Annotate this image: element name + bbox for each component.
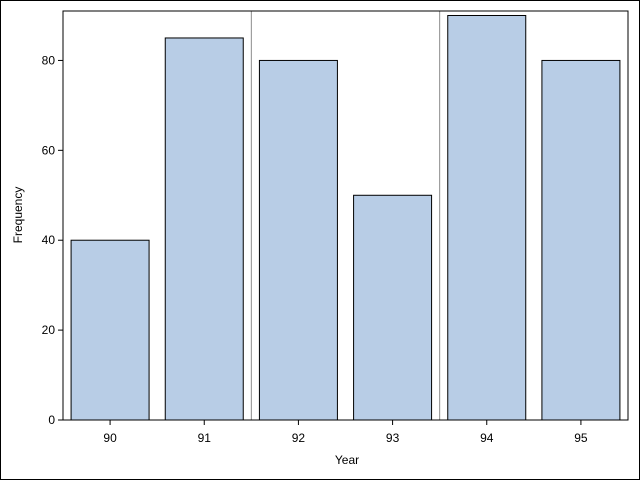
bar-92 [258,59,338,421]
bars [70,14,621,421]
x-tick-label-93: 93 [386,431,400,445]
y-tick-label-20: 20 [42,323,56,337]
y-tick-label-0: 0 [48,413,55,427]
x-tick-label-95: 95 [574,431,588,445]
y-axis-ticks: 0 20 40 60 80 [42,53,63,427]
x-tick-label-92: 92 [292,431,306,445]
bar-94 [447,14,527,421]
x-tick-label-91: 91 [198,431,212,445]
reference-lines [250,11,441,420]
x-tick-label-94: 94 [480,431,494,445]
y-tick-label-60: 60 [42,143,56,157]
y-tick-label-80: 80 [42,53,56,67]
y-tick-label-40: 40 [42,233,56,247]
bar-93 [353,194,433,421]
bar-90 [70,239,150,421]
bar-95 [541,59,621,421]
x-axis-ticks: 90 91 92 93 94 95 [103,420,588,445]
y-axis-label: Frequency [11,187,25,244]
x-tick-label-90: 90 [103,431,117,445]
x-axis-label: Year [335,453,359,467]
plot-frame [62,10,629,421]
bar-91 [164,37,244,421]
